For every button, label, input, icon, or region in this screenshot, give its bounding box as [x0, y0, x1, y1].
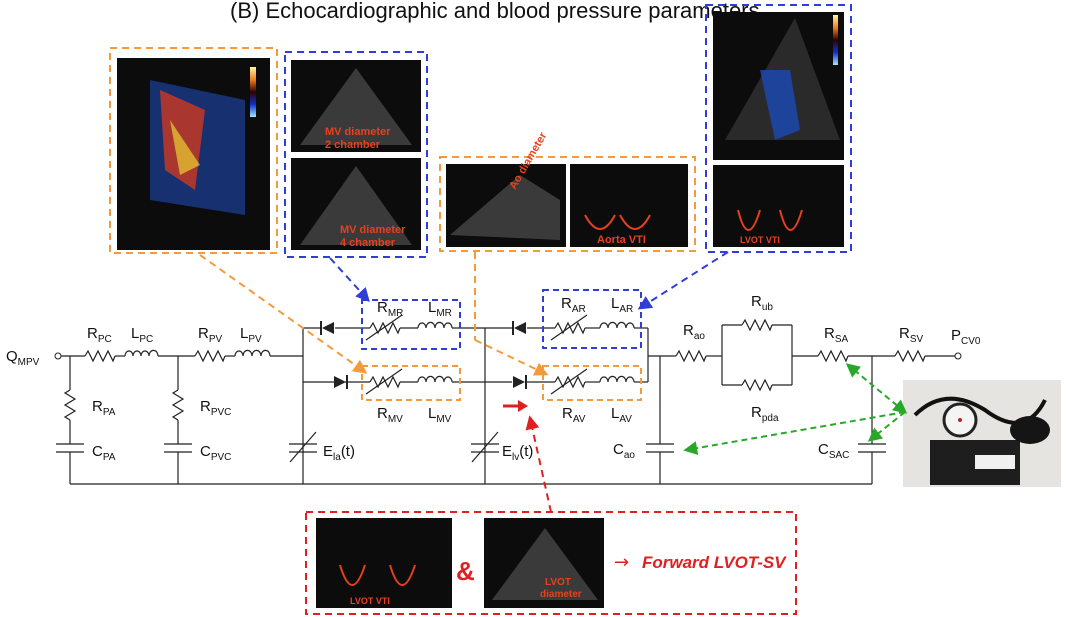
mv-diameter-panel: MV diameter 2 chamber MV diameter 4 cham… — [284, 51, 428, 258]
mv-2ch-label-1: MV diameter — [325, 126, 391, 138]
mv-4ch-label-2: 4 chamber — [340, 237, 396, 249]
label-c-ao: Cao — [613, 441, 635, 461]
sink-terminal — [954, 352, 962, 360]
ar-box — [542, 289, 642, 349]
figure-title: (B) Echocardiographic and blood pressure… — [230, 0, 760, 23]
arrow-lvot-to-ar — [637, 251, 729, 310]
label-r-mv: RMV — [377, 405, 403, 425]
arrow-aorta-to-av-tip — [474, 339, 549, 376]
label-c-pvc: CPVC — [200, 443, 231, 463]
aorta-panel: Ao diameter Aorta VTI — [439, 130, 696, 252]
label-r-pa: RPA — [92, 398, 116, 418]
label-q-mpv: QMPV — [6, 348, 40, 368]
av-box — [542, 365, 642, 401]
label-l-mr: LMR — [428, 299, 452, 319]
label-p-cv0: PCV0 — [951, 327, 981, 347]
arrow-mv-diameter-to-mr — [329, 257, 370, 303]
lvot-diameter-label-2: diameter — [540, 589, 582, 600]
label-r-mr: RMR — [377, 299, 403, 319]
label-r-av: RAV — [562, 405, 586, 425]
mr-box — [361, 299, 461, 350]
arrow-forward-sv-to-lv — [525, 415, 552, 513]
label-e-lv: Elv(t) — [502, 443, 533, 463]
lvot-diameter-label-1: LVOT — [545, 577, 571, 588]
label-l-pv: LPV — [240, 325, 262, 345]
arrow-mv-doppler-to-mv — [199, 254, 368, 374]
component-labels: QMPV PCV0 RPC LPC RPV LPV RPA CPA RPVC C… — [6, 293, 981, 463]
mv-box — [361, 365, 461, 401]
label-r-pda: Rpda — [751, 404, 779, 424]
label-r-pvc: RPVC — [200, 398, 231, 418]
label-r-pv: RPV — [198, 325, 223, 345]
label-r-sv: RSV — [899, 325, 924, 345]
mv-2ch-label-2: 2 chamber — [325, 139, 381, 151]
resistors — [63, 314, 926, 421]
ampersand: & — [456, 556, 475, 586]
label-r-sa: RSA — [824, 325, 849, 345]
mv-4ch-label-1: MV diameter — [340, 224, 406, 236]
label-l-ar: LAR — [611, 295, 633, 315]
label-r-ar: RAR — [561, 295, 586, 315]
label-l-av: LAV — [611, 405, 632, 425]
label-c-sac: CSAC — [818, 441, 849, 461]
diodes — [320, 321, 527, 389]
arrow-cuff-to-rsa — [845, 363, 908, 414]
label-l-mv: LMV — [428, 405, 452, 425]
label-e-la: Ela(t) — [323, 443, 355, 463]
arrow-cuff-to-cao — [683, 411, 906, 455]
mv-doppler-panel — [109, 47, 278, 254]
lvot-panel: LVOT VTI — [705, 4, 852, 253]
capacitors — [56, 431, 886, 463]
result-label: Forward LVOT-SV — [642, 553, 787, 572]
lvot-vti-label-bottom: LVOT VTI — [350, 596, 390, 606]
label-r-pc: RPC — [87, 325, 112, 345]
source-terminal — [54, 352, 62, 360]
forward-flow-arrow — [503, 400, 528, 412]
blood-pressure-cuff-photo — [903, 380, 1061, 487]
forward-sv-panel: LVOT VTI & LVOT diameter → Forward LVOT-… — [305, 511, 797, 615]
result-arrow: → — [614, 552, 629, 573]
arrow-cuff-to-csac — [867, 411, 906, 442]
label-c-pa: CPA — [92, 443, 116, 463]
inductors — [124, 321, 635, 383]
label-r-ub: Rub — [751, 293, 773, 313]
lvot-vti-label-top: LVOT VTI — [740, 235, 780, 245]
label-l-pc: LPC — [131, 325, 153, 345]
connector-arrows — [199, 251, 908, 513]
aorta-vti-label: Aorta VTI — [597, 234, 646, 246]
label-r-ao: Rao — [683, 322, 705, 342]
